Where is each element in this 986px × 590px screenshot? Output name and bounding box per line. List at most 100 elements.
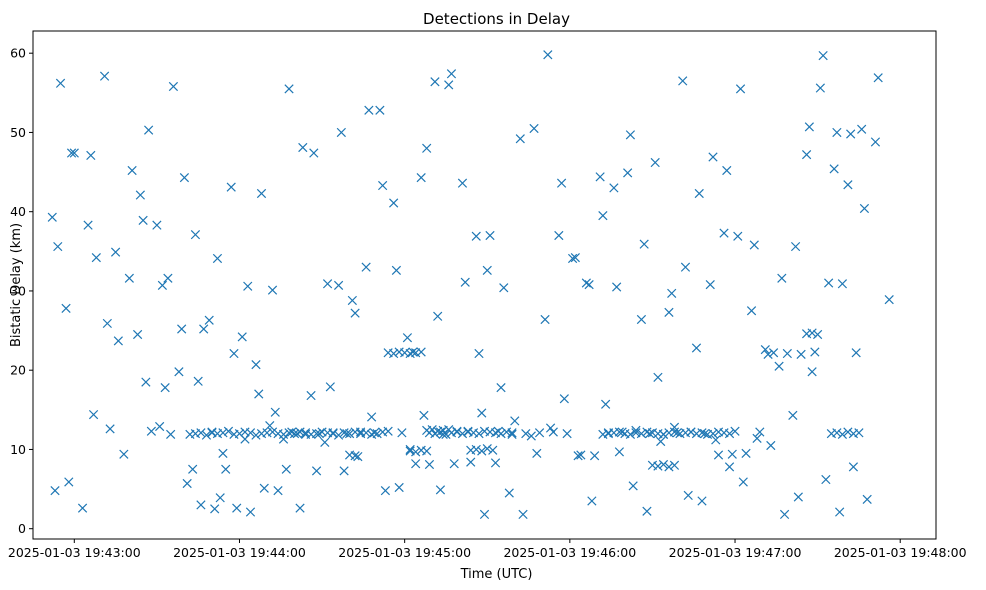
data-point <box>218 448 228 459</box>
data-point <box>697 496 707 506</box>
data-point <box>124 273 134 283</box>
data-point <box>631 425 641 436</box>
data-point <box>223 426 234 436</box>
data-point <box>733 231 743 241</box>
data-point <box>105 424 115 434</box>
data-point <box>741 448 751 459</box>
data-point <box>570 253 580 263</box>
data-point <box>543 50 553 60</box>
data-point <box>790 241 801 252</box>
x-axis-label: Time (UTC) <box>460 567 533 582</box>
data-point <box>595 172 605 182</box>
data-point <box>66 148 77 158</box>
data-point <box>419 410 429 420</box>
plot-frame <box>32 30 937 540</box>
data-point <box>132 329 143 340</box>
data-point <box>298 142 308 153</box>
data-point <box>601 399 611 409</box>
data-point <box>477 408 487 418</box>
data-point <box>339 466 349 476</box>
data-point <box>490 458 501 468</box>
data-point <box>295 503 305 513</box>
data-point <box>818 50 828 61</box>
data-point <box>545 423 556 433</box>
data-point <box>342 428 352 439</box>
data-point <box>372 428 382 439</box>
data-point <box>196 428 206 438</box>
data-point <box>617 427 627 437</box>
data-point <box>614 447 625 457</box>
data-point <box>333 280 344 291</box>
data-point <box>708 428 718 439</box>
data-point <box>201 430 212 440</box>
data-point <box>669 427 680 437</box>
data-point <box>152 220 162 230</box>
data-point <box>50 486 60 496</box>
data-point <box>306 390 316 401</box>
data-point <box>64 477 74 487</box>
data-point <box>284 84 294 94</box>
data-point <box>815 83 825 93</box>
data-point <box>724 428 735 439</box>
data-point <box>598 211 608 221</box>
data-point <box>521 428 531 439</box>
data-point <box>408 347 418 357</box>
data-point <box>870 137 881 147</box>
data-point <box>273 486 283 496</box>
data-point <box>196 500 206 510</box>
data-point <box>843 180 853 190</box>
data-point <box>479 509 490 520</box>
data-point <box>650 157 660 168</box>
data-point <box>435 427 446 437</box>
data-point <box>328 428 338 439</box>
data-point <box>873 73 883 83</box>
data-point <box>507 428 517 438</box>
data-point <box>485 230 495 241</box>
y-tick-label: 10 <box>10 442 26 457</box>
data-point <box>843 427 853 437</box>
x-tick-label: 2025-01-03 19:48:00 <box>834 545 967 560</box>
data-point <box>422 143 432 153</box>
data-point <box>837 279 848 289</box>
data-point <box>350 308 360 318</box>
data-point <box>325 382 335 392</box>
data-point <box>430 77 440 87</box>
x-tick-label: 2025-01-03 19:43:00 <box>8 545 141 560</box>
data-point <box>857 124 867 134</box>
data-point <box>245 428 256 438</box>
data-point <box>763 349 773 359</box>
data-point <box>846 129 856 139</box>
data-point <box>254 389 264 399</box>
data-point <box>810 347 820 357</box>
data-point <box>768 348 779 358</box>
data-point <box>680 262 691 272</box>
data-point <box>700 428 710 439</box>
data-point <box>488 445 498 455</box>
data-point <box>829 164 839 174</box>
data-point <box>422 446 432 456</box>
data-point <box>416 347 426 357</box>
data-point <box>548 427 558 437</box>
data-point <box>204 315 214 325</box>
data-point <box>378 427 388 437</box>
data-point <box>636 314 647 325</box>
data-point <box>444 425 454 435</box>
y-tick-label: 0 <box>18 521 26 536</box>
data-point <box>389 348 399 359</box>
data-point <box>289 428 300 439</box>
data-point <box>686 427 696 437</box>
data-point <box>749 240 759 250</box>
data-point <box>589 451 600 461</box>
data-point <box>515 134 525 144</box>
data-point <box>766 440 776 451</box>
data-point <box>47 212 57 222</box>
data-point <box>86 150 96 161</box>
data-point <box>135 190 145 200</box>
data-point <box>251 360 261 370</box>
data-point <box>824 278 834 288</box>
x-axis-ticks: 2025-01-03 19:43:00 2025-01-03 19:44:00 20… <box>8 539 967 560</box>
data-point <box>452 426 462 436</box>
data-point <box>267 427 278 437</box>
data-point <box>411 447 421 457</box>
data-point <box>567 253 578 264</box>
